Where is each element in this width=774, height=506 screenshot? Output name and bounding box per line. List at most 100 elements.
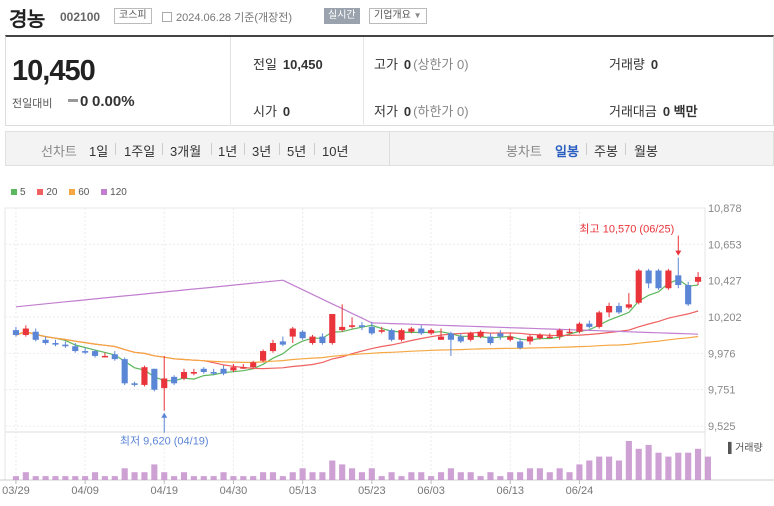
tab-1y[interactable]: 1년 [218, 144, 238, 159]
candle-chart-label[interactable]: 봉차트 [506, 144, 542, 159]
candle-body [200, 368, 207, 373]
x-tick-label: 04/19 [150, 485, 178, 497]
volume-bar [180, 472, 188, 480]
y-tick-label: 9,976 [708, 348, 736, 360]
legend-ma20: 20 [37, 187, 57, 198]
candle-body [309, 336, 316, 344]
volume-bar [210, 476, 217, 480]
upper-limit: (상한가 0) [413, 57, 469, 72]
candle-body [329, 314, 336, 344]
candle-body [151, 368, 158, 390]
volume-bar [220, 472, 227, 480]
chart-legend: 5 20 60 120 [11, 187, 136, 198]
volume-bar [358, 472, 366, 480]
volume-bar [72, 476, 79, 480]
candle-body [220, 368, 227, 374]
candle-body [141, 367, 148, 385]
volume-bar [200, 476, 207, 480]
candle-body [240, 367, 247, 369]
volume-bar [645, 444, 652, 480]
change-label: 전일대비 [12, 98, 53, 110]
chart-canvas[interactable]: 10,878 10,653 10,427 10,202 9,976 9,751 9,525 0… [0, 178, 774, 506]
candle-body [388, 330, 395, 340]
candle-body [507, 336, 514, 340]
volume-bar [171, 476, 178, 480]
volume-bar [546, 472, 553, 480]
volume-bar [339, 464, 346, 480]
tab-10y[interactable]: 10년 [322, 144, 349, 159]
y-tick-label: 10,878 [708, 203, 742, 215]
tab-weekly[interactable]: 주봉 [594, 144, 618, 159]
volume-bar [62, 476, 69, 480]
volume-bar [52, 476, 59, 480]
prev-close: 전일 10,450 [253, 54, 323, 73]
legend-swatch [11, 189, 17, 195]
volume-bar [556, 468, 563, 480]
volume-bar [250, 476, 257, 480]
candle-body [348, 325, 356, 327]
realtime-button[interactable]: 실시간 [324, 8, 360, 24]
legend-ma120: 120 [101, 187, 127, 198]
volume-bar [408, 472, 415, 480]
tab-daily[interactable]: 일봉 [555, 144, 579, 159]
y-tick-label: 10,653 [708, 239, 742, 251]
volume-bar [260, 472, 267, 480]
volume-bar [675, 452, 682, 480]
volume-bar [22, 472, 29, 480]
candle-body [319, 336, 326, 344]
candle-body [447, 333, 454, 340]
volume-bar [526, 468, 534, 480]
volume-bar [625, 441, 632, 480]
volume-value: 0 [650, 57, 659, 72]
tab-5y[interactable]: 5년 [287, 144, 307, 159]
candle-body [32, 331, 39, 340]
legend-ma60: 60 [69, 187, 89, 198]
open-label: 시가 [253, 104, 277, 119]
tab-1w[interactable]: 1주일 [124, 144, 156, 159]
candle-body [260, 351, 267, 361]
divider [363, 37, 364, 126]
volume-bar [635, 448, 642, 480]
price-chart[interactable]: 5 20 60 120 10,878 10,653 10,427 10,202 9,97… [0, 178, 774, 506]
company-info-dropdown[interactable]: 기업개요 ▼ [369, 8, 427, 24]
candle-body [428, 330, 435, 334]
volume-bar [507, 472, 514, 480]
candle-body [517, 341, 524, 348]
candle-body [635, 270, 642, 303]
volume-bar [378, 476, 385, 480]
tab-3m[interactable]: 3개월 [170, 144, 202, 159]
candle-body [536, 334, 543, 339]
volume-bar [368, 468, 375, 480]
candle-body [576, 323, 583, 332]
candle-body [556, 330, 563, 337]
stock-code: 002100 [60, 10, 101, 24]
lower-limit: (하한가 0) [413, 104, 469, 119]
legend-label: 20 [46, 187, 58, 198]
candle-body [289, 328, 296, 337]
tab-divider [586, 143, 587, 155]
volume-bar [82, 476, 89, 480]
flat-icon [68, 99, 78, 102]
candle-body [131, 383, 138, 385]
low-price: 저가 0 (하한가 0) [374, 101, 469, 120]
tab-divider [211, 143, 212, 155]
line-chart-label[interactable]: 선차트 [41, 144, 77, 159]
volume-bar [566, 472, 573, 480]
tab-divider [625, 143, 626, 155]
candle-body [497, 333, 504, 337]
candle-body [22, 328, 29, 335]
volume-bar [536, 468, 543, 480]
high-value: 0 [403, 57, 412, 72]
y-tick-label: 10,427 [708, 276, 742, 288]
candle-body [398, 330, 405, 340]
trade-amount: 거래대금 0 백만 [609, 101, 698, 120]
tab-1d[interactable]: 1일 [89, 144, 109, 159]
volume-bar [655, 452, 662, 480]
change-rate: 0.00% [92, 93, 135, 110]
tab-3y[interactable]: 3년 [252, 144, 272, 159]
volume-bar [437, 472, 445, 480]
tab-monthly[interactable]: 월봉 [634, 144, 658, 159]
high-annotation: 최고 10,570 (06/25) [579, 223, 674, 236]
candle-body [368, 326, 375, 334]
x-tick-label: 04/30 [220, 485, 248, 497]
